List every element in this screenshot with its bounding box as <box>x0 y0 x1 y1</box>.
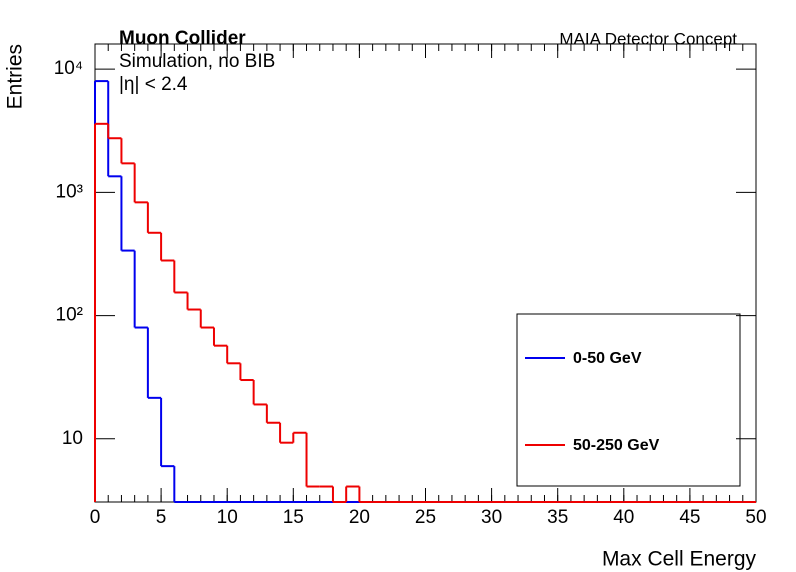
x-tick-label: 30 <box>481 507 502 528</box>
x-tick-label: 15 <box>283 507 304 528</box>
x-tick-label: 25 <box>415 507 436 528</box>
y-axis-label: Entries <box>4 44 27 109</box>
legend-label: 50-250 GeV <box>573 437 660 454</box>
x-tick-label: 5 <box>156 507 167 528</box>
y-tick-label: 10 <box>62 428 83 449</box>
x-tick-label: 50 <box>745 507 766 528</box>
y-tick-label: 10² <box>56 305 83 326</box>
x-tick-label: 0 <box>90 507 101 528</box>
legend-box <box>516 313 741 487</box>
x-tick-label: 10 <box>217 507 238 528</box>
x-tick-label: 45 <box>679 507 700 528</box>
x-tick-label: 20 <box>349 507 370 528</box>
y-tick-label: 10⁴ <box>54 58 83 79</box>
annotation: |η| < 2.4 <box>119 74 188 95</box>
corner-label: MAIA Detector Concept <box>559 29 737 48</box>
subtitle: Simulation, no BIB <box>119 51 275 72</box>
y-tick-label: 10³ <box>56 181 83 202</box>
legend-label: 0-50 GeV <box>573 350 642 367</box>
x-axis-label: Max Cell Energy <box>602 548 757 571</box>
x-tick-label: 35 <box>547 507 568 528</box>
x-tick-label: 40 <box>613 507 634 528</box>
